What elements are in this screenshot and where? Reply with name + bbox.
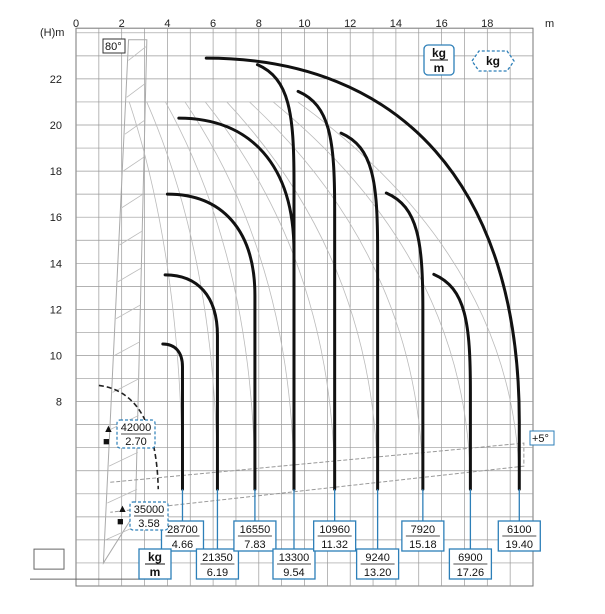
reference-dashed-arc [98, 384, 160, 490]
unit-kg-hex: kg [486, 54, 500, 68]
unit-kg-top: kg [432, 46, 446, 60]
near-load-2: ▲ ■ 35000 3.58 [117, 501, 169, 531]
boom-angle-box: 80° [102, 38, 126, 54]
boom-lattice [128, 46, 147, 61]
unit-m-top: m [434, 61, 445, 75]
y-tick-label: 22 [50, 74, 62, 86]
x-tick-label: 12 [344, 18, 356, 30]
boom-lattice [115, 304, 141, 319]
load-envelope-curves [161, 56, 521, 491]
y-tick-label: 18 [50, 166, 62, 178]
x-tick-labels: 0 2 4 6 8 10 12 14 16 18 [73, 18, 493, 30]
y-tick-label: 16 [50, 212, 62, 224]
envelope-curve [165, 192, 257, 491]
envelope-curve [204, 56, 521, 491]
load-value: 6100 [507, 524, 531, 536]
envelope-branch [384, 191, 425, 491]
reach-guide-arc [205, 101, 336, 490]
crane-base [33, 548, 65, 570]
y-axis-unit-label: (H)m [40, 27, 64, 39]
load-value-boxes: 28700 4.66 21350 6.19 16550 7.83 13300 9.54 1096… [160, 489, 541, 580]
x-tick-label: 0 [73, 18, 79, 30]
boom-mast [102, 39, 148, 565]
load-reach: 17.26 [457, 567, 485, 579]
near-load-1-marker: ▲ [103, 423, 114, 435]
load-reach: 13.20 [364, 567, 392, 579]
reach-guide-arc [184, 101, 295, 490]
boom-lattice [117, 267, 142, 283]
unit-box-kgm: kg m [423, 44, 455, 76]
y-tick-label: 10 [50, 351, 62, 363]
boom-angle-label: 80° [105, 41, 122, 53]
load-reach: 4.66 [172, 539, 193, 551]
jib-angle-box: +5° [529, 430, 555, 446]
boom-lattice [121, 193, 144, 209]
boom-lattice [126, 83, 146, 98]
reach-guide-arc [226, 101, 379, 490]
boom-lattice [119, 230, 143, 246]
load-reach: 11.32 [321, 539, 348, 551]
envelope-branch [339, 131, 380, 491]
load-reach: 15.18 [409, 539, 437, 551]
y-tick-labels: 8 10 12 14 16 18 20 22 [50, 74, 62, 409]
y-tick-label: 12 [50, 304, 62, 316]
near-load-1: ▲ ■ 42000 2.70 [103, 419, 156, 449]
x-tick-label: 14 [390, 18, 402, 30]
bottom-unit-kg: kg [148, 550, 162, 564]
boom-lattice [107, 488, 138, 504]
jib-angle-label: +5° [532, 433, 549, 445]
near-load-1-value: 42000 [121, 422, 152, 434]
near-load-1-reach: 2.70 [125, 436, 146, 448]
near-load-2-marker: ■ [117, 516, 124, 528]
load-reach: 9.54 [283, 567, 304, 579]
bottom-unit-box: kg m [138, 548, 172, 580]
bottom-unit-m: m [150, 565, 161, 579]
load-value: 9240 [365, 552, 389, 564]
reach-guide-arc [165, 101, 256, 490]
envelope-curve [177, 116, 296, 491]
y-tick-label: 20 [50, 120, 62, 132]
envelope-branch [432, 272, 472, 491]
near-load-2-marker-triangle: ▲ [117, 503, 128, 515]
reach-guide-arc [297, 101, 520, 490]
load-value: 16550 [240, 524, 271, 536]
x-tick-label: 10 [298, 18, 310, 30]
load-value: 7920 [411, 524, 435, 536]
near-load-1-marker-square: ■ [103, 436, 110, 448]
envelope-curve [163, 273, 219, 491]
near-load-2-reach: 3.58 [138, 518, 159, 530]
load-reach: 6.19 [207, 567, 228, 579]
load-value: 10960 [319, 524, 350, 536]
boom-lattice [122, 156, 144, 172]
boom-lattice [124, 120, 145, 135]
x-tick-label: 18 [481, 18, 493, 30]
x-tick-label: 4 [164, 18, 170, 30]
y-tick-label: 8 [56, 397, 62, 409]
load-value: 28700 [167, 524, 198, 536]
envelope-curve [161, 342, 184, 491]
boom-lattice [108, 451, 138, 467]
jib-outline [110, 442, 525, 513]
x-tick-label: 6 [210, 18, 216, 30]
envelope-branch [255, 63, 296, 491]
load-value: 13300 [279, 552, 310, 564]
x-axis-unit-label: m [545, 18, 554, 30]
boom-lattice [114, 341, 141, 356]
load-value: 6900 [458, 552, 482, 564]
axis-labels: m (H)m [40, 18, 554, 39]
envelope-branch [296, 89, 337, 491]
x-tick-label: 2 [119, 18, 125, 30]
load-value: 21350 [202, 552, 233, 564]
load-reach: 19.40 [506, 539, 534, 551]
chart-grid [75, 27, 534, 587]
load-reach: 7.83 [244, 539, 265, 551]
unit-box-kg: kg [471, 50, 515, 72]
y-tick-label: 14 [50, 258, 62, 270]
x-tick-label: 16 [435, 18, 447, 30]
reach-guide-arc [272, 101, 471, 490]
near-load-2-value: 35000 [134, 504, 165, 516]
x-tick-label: 8 [256, 18, 262, 30]
